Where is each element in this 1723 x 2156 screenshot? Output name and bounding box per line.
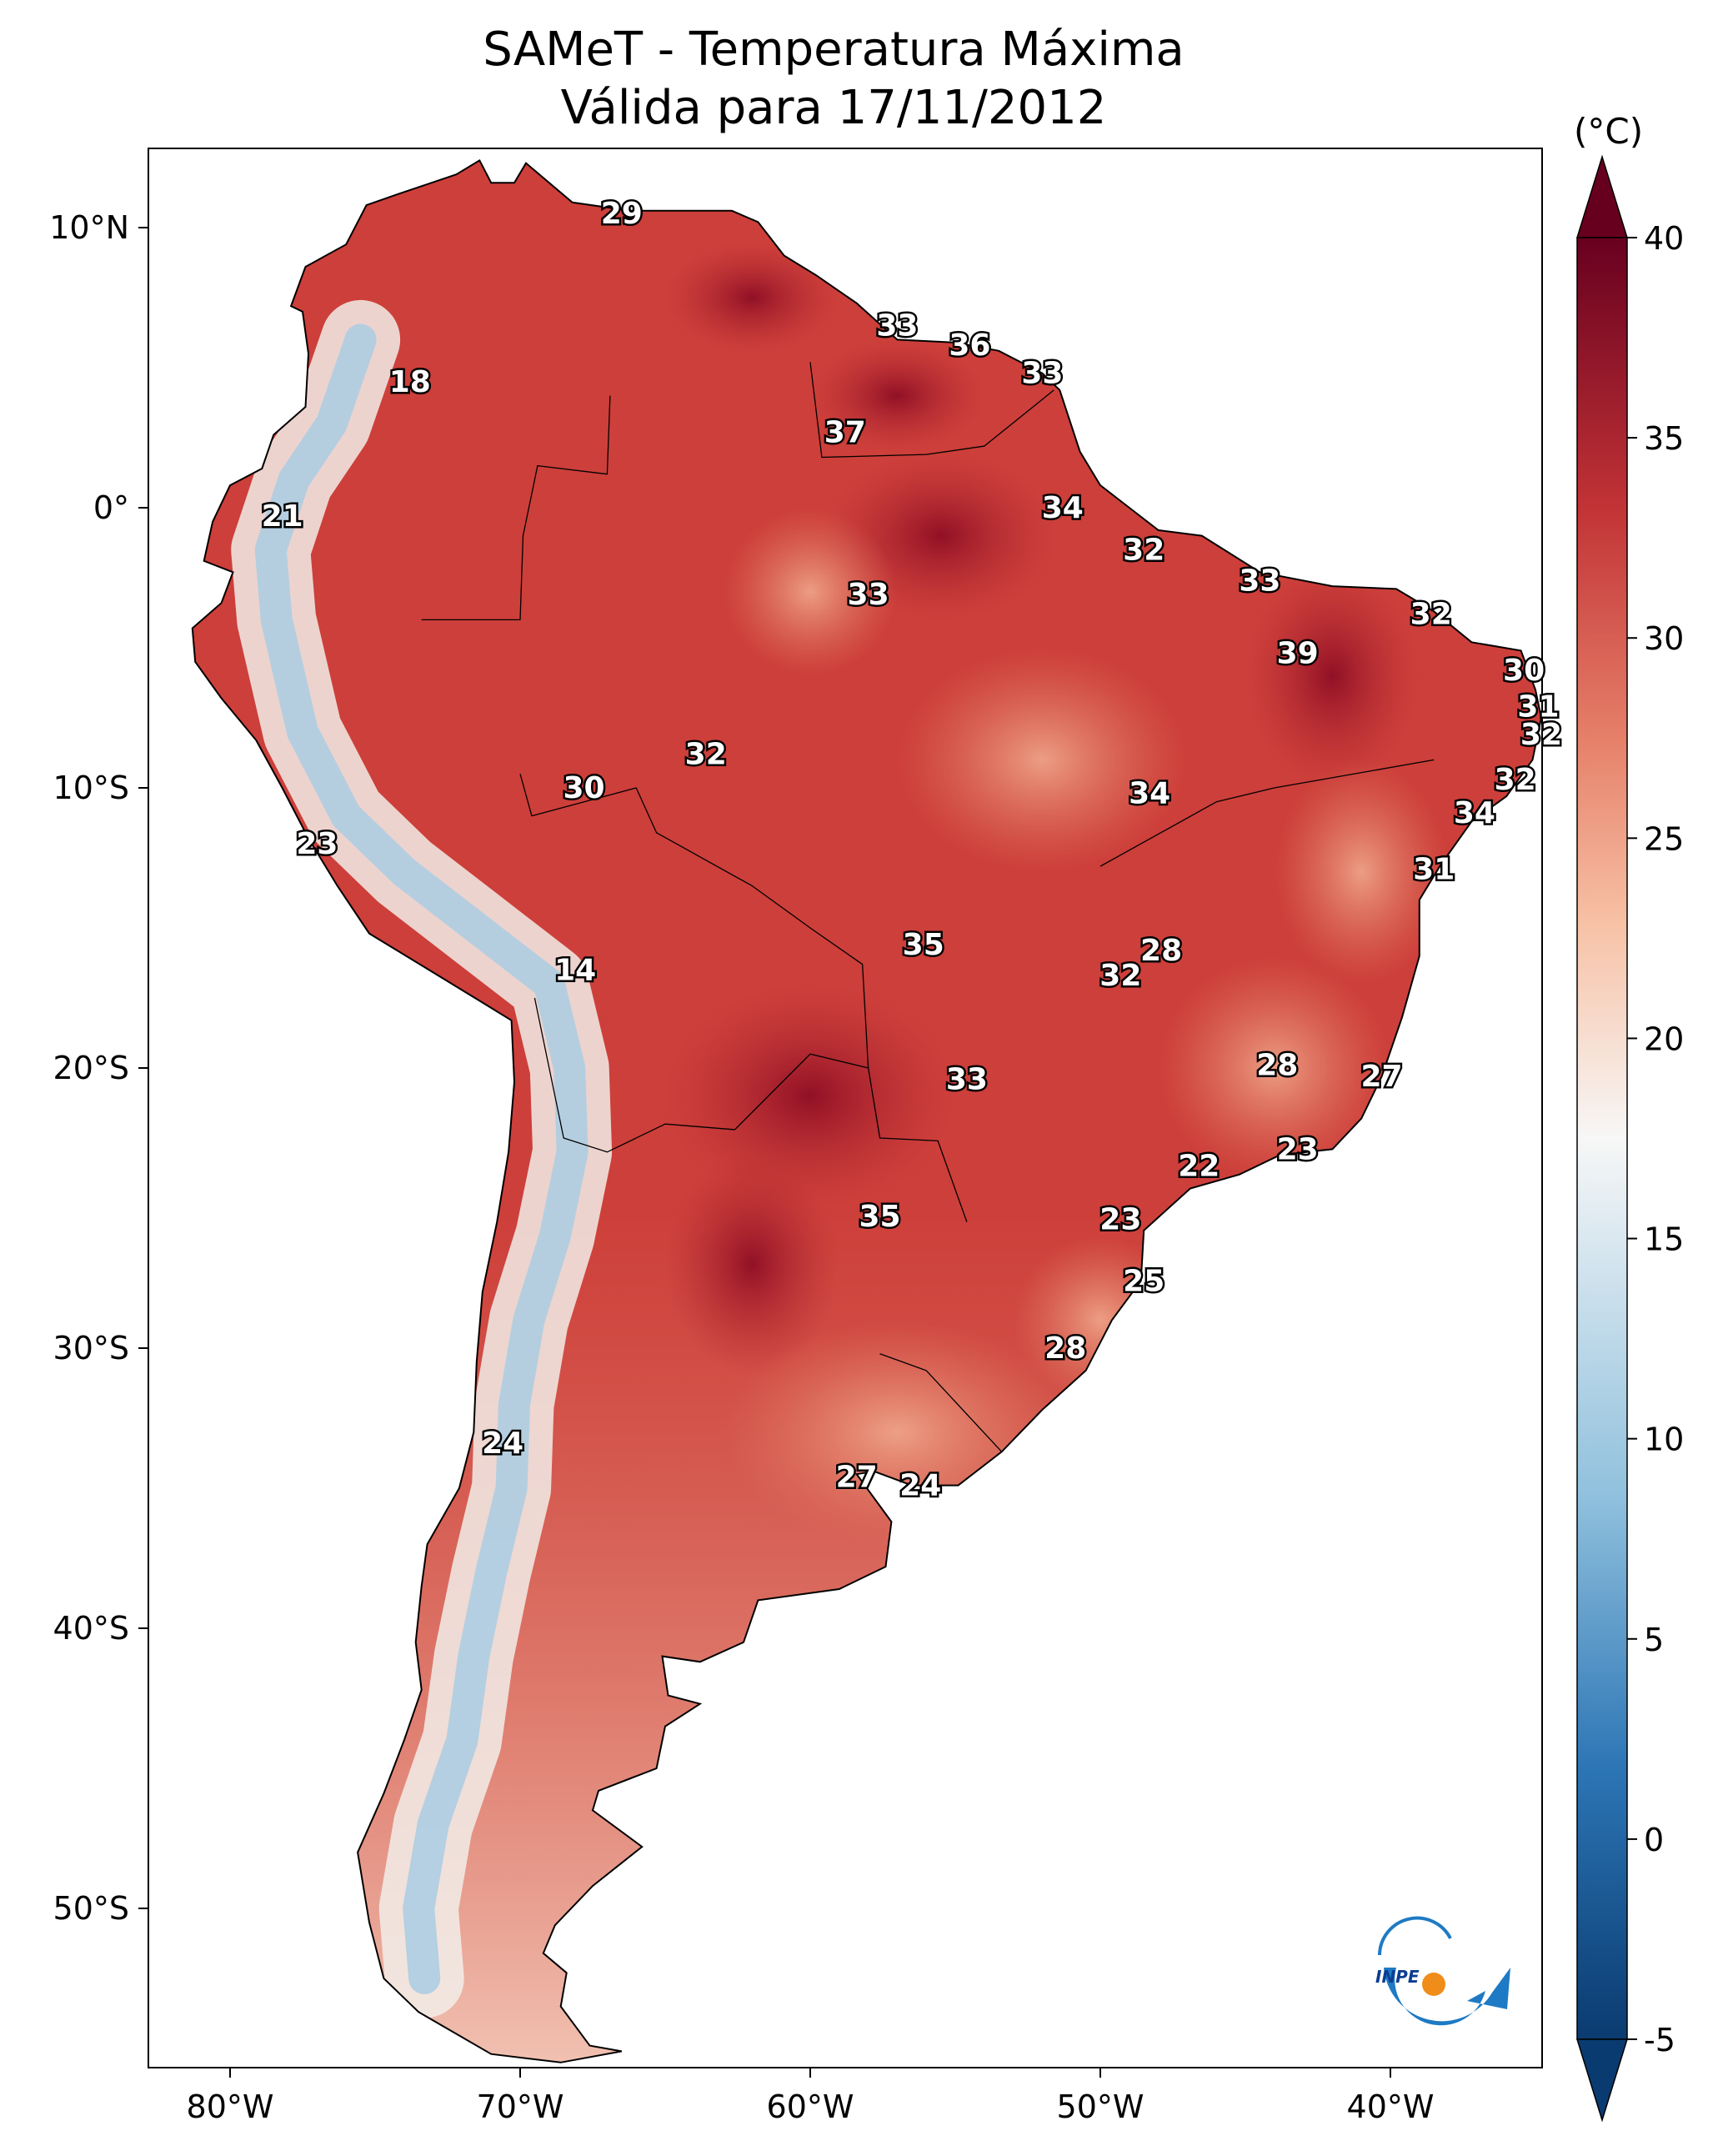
colorbar-tick-label: 20 [1644, 1020, 1684, 1057]
hot-core-5 [810, 339, 984, 452]
temperature-label: 30 [563, 771, 605, 805]
inpe-logo-ring-icon [1378, 1916, 1452, 1956]
x-tick-label: 70°W [477, 2088, 564, 2125]
temperature-label: 33 [1021, 357, 1063, 391]
hot-core-4 [665, 1151, 839, 1376]
temperature-label: 32 [1123, 533, 1165, 567]
temperature-label: 14 [554, 953, 596, 987]
colorbar-tick-label: 35 [1644, 420, 1684, 457]
country-borders [421, 362, 1435, 1452]
temperature-label: 32 [1520, 718, 1562, 752]
temperature-label: 28 [1044, 1331, 1086, 1366]
colorbar-top-arrow [1575, 154, 1629, 238]
temperature-label: 34 [1129, 777, 1170, 811]
mild-patch-1 [723, 508, 898, 676]
temperature-label: 27 [836, 1461, 878, 1495]
colorbar-tick-label: 0 [1644, 1822, 1664, 1858]
temperature-label: 23 [1277, 1132, 1319, 1166]
inpe-logo: INPE [1375, 1916, 1510, 2026]
colorbar-ticks: 40 35 30 25 20 15 10 5 0 -5 [1627, 220, 1684, 2058]
x-tick-label: 80°W [187, 2088, 274, 2125]
temperature-label: 31 [1413, 852, 1455, 886]
temperature-label: 32 [685, 738, 727, 772]
temperature-label: 24 [482, 1426, 523, 1461]
temperature-label: 28 [1140, 934, 1182, 968]
border-line-6 [1099, 759, 1435, 867]
inpe-logo-orb-icon [1422, 1973, 1445, 1996]
inpe-logo-text: INPE [1375, 1967, 1420, 1987]
y-tick-label: 10°S [53, 770, 129, 806]
colorbar: (°C) 40 35 30 25 20 15 10 5 0 -5 [1574, 111, 1684, 2123]
latitude-axis: 10°N 0° 10°S 20°S 30°S 40°S 50°S [49, 209, 148, 1927]
temperature-label: 39 [1277, 637, 1319, 671]
temperature-label: 23 [296, 827, 338, 861]
x-tick-label: 60°W [767, 2088, 854, 2125]
temperature-label: 37 [824, 415, 866, 449]
andes-cold-band [254, 323, 589, 1994]
border-line-4 [879, 1353, 1003, 1452]
colorbar-tick-label: -5 [1644, 2022, 1675, 2058]
y-tick-label: 10°N [49, 209, 129, 246]
temperature-label: 28 [1256, 1049, 1298, 1083]
colorbar-tick-label: 15 [1644, 1221, 1684, 1258]
temperature-label: 36 [949, 328, 990, 363]
longitude-axis: 80°W 70°W 60°W 50°W 40°W [187, 2068, 1435, 2125]
border-line-3 [533, 997, 735, 1153]
x-tick-label: 40°W [1347, 2088, 1435, 2125]
y-tick-label: 50°S [53, 1890, 129, 1927]
temperature-label: 25 [1123, 1264, 1165, 1298]
temperature-label: 32 [1099, 959, 1141, 993]
temperature-label: 21 [262, 499, 303, 534]
temperature-label: 35 [903, 928, 944, 962]
temperature-label: 32 [1410, 598, 1452, 632]
hot-core-0 [665, 984, 955, 1208]
temperature-label: 24 [899, 1469, 941, 1503]
temperature-label: 23 [1099, 1202, 1141, 1236]
y-tick-label: 0° [93, 489, 129, 526]
border-line-5 [809, 362, 1054, 459]
mild-patch-2 [1274, 760, 1449, 985]
border-line-0 [421, 395, 611, 621]
hot-core-2 [665, 241, 839, 354]
colorbar-tick-label: 10 [1644, 1421, 1684, 1458]
y-tick-label: 40°S [53, 1610, 129, 1647]
border-line-1 [519, 774, 869, 1069]
y-tick-label: 30°S [53, 1330, 129, 1366]
temperature-label: 33 [848, 578, 889, 612]
map-title-line2: Válida para 17/11/2012 [561, 81, 1107, 135]
temperature-label: 33 [876, 309, 918, 343]
temperature-label: 34 [1042, 491, 1084, 525]
coastline [191, 158, 1543, 2063]
colorbar-tick-label: 40 [1644, 220, 1684, 257]
temperature-label: 22 [1178, 1150, 1220, 1184]
temperature-label: 30 [1503, 654, 1545, 688]
temperature-label: 33 [946, 1062, 988, 1096]
hot-core-3 [1245, 564, 1420, 788]
temperature-label: 32 [1495, 763, 1536, 797]
colorbar-tick-label: 5 [1644, 1622, 1664, 1658]
mild-patch-0 [897, 648, 1188, 872]
temperature-label: 35 [859, 1200, 900, 1234]
temperature-label: 34 [1454, 796, 1495, 830]
temperature-label: 33 [1239, 564, 1280, 598]
colorbar-bar [1576, 237, 1628, 2040]
temperature-label: 31 [1517, 690, 1559, 725]
colorbar-unit-label: (°C) [1574, 111, 1643, 152]
map-title-line1: SAMeT - Temperatura Máxima [483, 23, 1185, 77]
temperature-label: 27 [1361, 1060, 1403, 1094]
colorbar-tick-label: 25 [1644, 820, 1684, 857]
temperature-label: 18 [389, 365, 431, 399]
colorbar-tick-label: 30 [1644, 620, 1684, 657]
border-line-2 [734, 1053, 968, 1223]
temperature-label: 29 [601, 197, 643, 231]
colorbar-bottom-arrow [1575, 2038, 1629, 2123]
y-tick-label: 20°S [53, 1050, 129, 1086]
mild-patch-3 [1158, 955, 1391, 1181]
x-tick-label: 50°W [1057, 2088, 1144, 2125]
